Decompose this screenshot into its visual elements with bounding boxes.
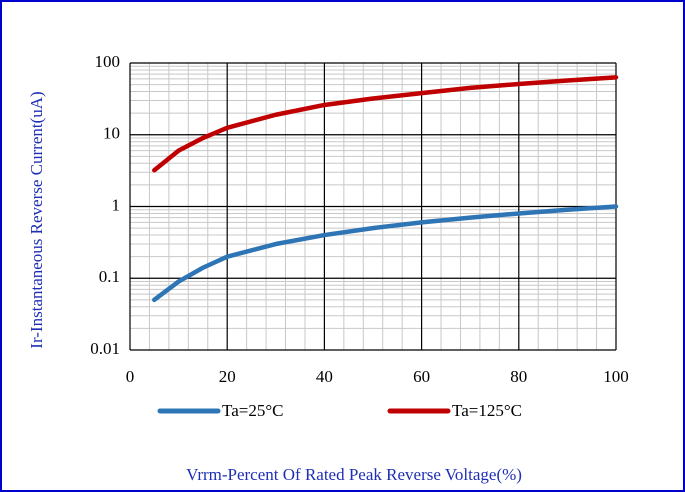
x-tick-label: 60 — [413, 367, 430, 386]
x-tick-label: 40 — [316, 367, 333, 386]
y-tick-label: 0.1 — [99, 267, 120, 286]
x-tick-label: 0 — [126, 367, 135, 386]
x-tick-label: 80 — [510, 367, 527, 386]
y-tick-label: 0.01 — [90, 339, 120, 358]
legend-label: Ta=25°C — [222, 401, 283, 420]
series-line — [152, 204, 619, 303]
y-tick-label: 1 — [112, 195, 121, 214]
series-line — [152, 75, 619, 173]
x-tick-label: 20 — [219, 367, 236, 386]
x-axis-label: Vrrm-Percent Of Rated Peak Reverse Volta… — [186, 465, 522, 484]
y-tick-label: 10 — [103, 124, 120, 143]
legend-label: Ta=125°C — [452, 401, 522, 420]
y-tick-label: 100 — [95, 52, 121, 71]
x-tick-label: 100 — [603, 367, 629, 386]
y-axis-label: Ir-Instantaneous Reverse Current(uA) — [27, 91, 46, 348]
